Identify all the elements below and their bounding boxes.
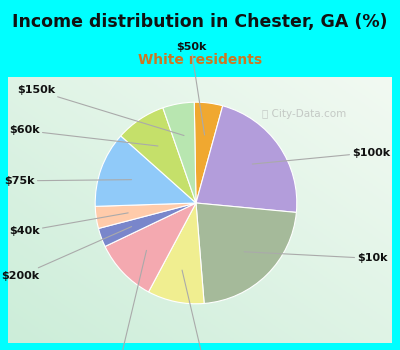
Text: $150k: $150k: [17, 85, 184, 135]
Text: $200k: $200k: [2, 226, 132, 281]
Wedge shape: [105, 203, 196, 292]
Text: $20k: $20k: [182, 270, 221, 350]
Text: $40k: $40k: [9, 213, 128, 236]
Wedge shape: [196, 203, 296, 303]
Wedge shape: [98, 203, 196, 246]
Text: $10k: $10k: [244, 252, 388, 264]
Text: $100k: $100k: [252, 148, 390, 164]
Text: ⓘ City-Data.com: ⓘ City-Data.com: [262, 109, 346, 119]
Text: $60k: $60k: [9, 125, 158, 146]
Text: $30k: $30k: [105, 250, 146, 350]
Wedge shape: [163, 102, 196, 203]
Text: $50k: $50k: [176, 42, 206, 135]
Wedge shape: [121, 108, 196, 203]
Wedge shape: [148, 203, 204, 304]
Wedge shape: [95, 203, 196, 229]
Wedge shape: [194, 102, 223, 203]
Wedge shape: [196, 106, 297, 212]
Text: Income distribution in Chester, GA (%): Income distribution in Chester, GA (%): [12, 13, 388, 30]
Text: $75k: $75k: [4, 176, 132, 186]
Wedge shape: [95, 136, 196, 206]
Text: White residents: White residents: [138, 53, 262, 67]
